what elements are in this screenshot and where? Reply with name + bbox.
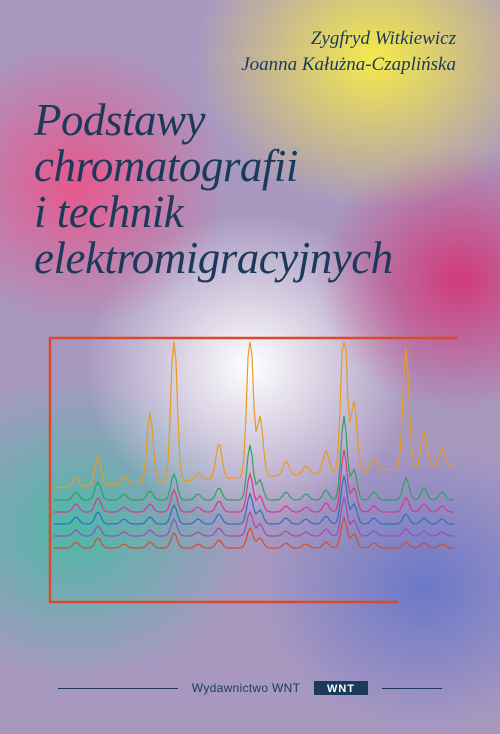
- publisher-footer: Wydawnictwo WNT WNT: [0, 678, 500, 698]
- chromatogram-chart: [48, 336, 460, 604]
- chromatogram-trace: [54, 498, 454, 536]
- title-line-2: chromatografii: [34, 144, 393, 190]
- chromatogram-trace: [54, 450, 454, 512]
- chromatogram-trace: [54, 342, 454, 488]
- footer-rule-right: [382, 688, 442, 689]
- book-cover: Zygfryd Witkiewicz Joanna Kałużna-Czapli…: [0, 0, 500, 734]
- chromatogram-trace: [54, 416, 454, 500]
- chromatogram-svg: [48, 336, 460, 604]
- author-1: Zygfryd Witkiewicz: [241, 26, 456, 52]
- authors-block: Zygfryd Witkiewicz Joanna Kałużna-Czapli…: [241, 26, 456, 77]
- publisher-label: Wydawnictwo WNT: [192, 681, 300, 695]
- author-2: Joanna Kałużna-Czaplińska: [241, 52, 456, 78]
- publisher-logo: WNT: [314, 678, 368, 698]
- svg-text:WNT: WNT: [327, 683, 355, 695]
- footer-rule-left: [58, 688, 178, 689]
- title-block: Podstawy chromatografii i technik elektr…: [34, 98, 393, 282]
- title-line-1: Podstawy: [34, 98, 393, 144]
- title-line-4: elektromigracyjnych: [34, 236, 393, 282]
- title-line-3: i technik: [34, 190, 393, 236]
